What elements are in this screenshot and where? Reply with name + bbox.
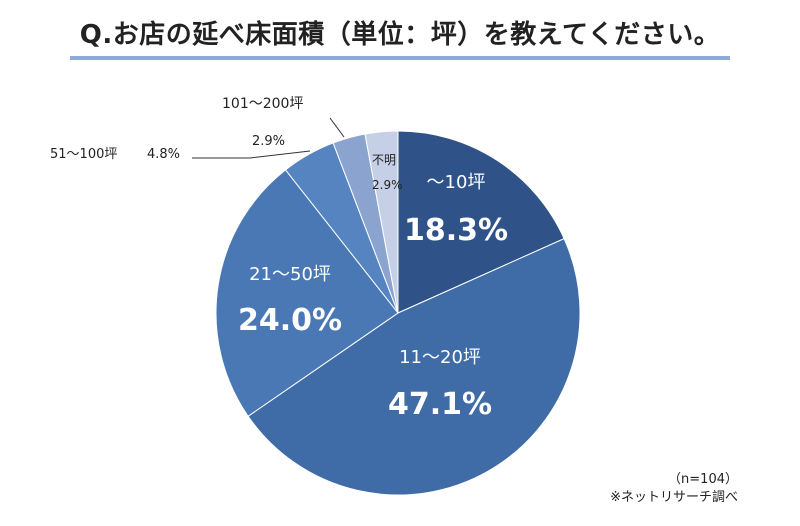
pie-slice — [247, 237, 581, 496]
leader-line — [192, 150, 311, 159]
slice-category-label: 11～20坪 — [399, 347, 481, 368]
slice-category-label: 21～50坪 — [249, 264, 331, 285]
slice-value-label: 47.1% — [388, 387, 492, 422]
slice-value-label: 18.3% — [404, 213, 508, 248]
slice-value-label: 2.9% — [372, 178, 403, 192]
slice-value-label: 24.0% — [238, 303, 342, 338]
slice-category-label: 101～200坪 — [222, 96, 303, 112]
pie-slice — [364, 130, 399, 314]
slice-category-label: ～10坪 — [427, 172, 486, 193]
pie-slice — [215, 169, 399, 417]
slice-category-label: 51～100坪 — [50, 147, 117, 162]
leader-line — [329, 117, 345, 138]
chart-title: Q.お店の延べ床面積（単位：坪）を教えてください。 — [79, 20, 721, 50]
slice-value-label: 2.9% — [252, 134, 285, 149]
pie-slice — [397, 130, 565, 314]
slice-value-label: 4.8% — [147, 147, 180, 162]
slice-category-label: 不明 — [372, 153, 396, 167]
source-note: ※ネットリサーチ調べ — [610, 490, 738, 505]
title-underline — [70, 56, 730, 60]
sample-size-note: （n=104） — [668, 472, 738, 487]
